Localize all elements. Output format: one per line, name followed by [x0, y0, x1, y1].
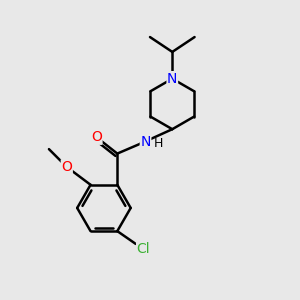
Text: O: O	[91, 130, 102, 144]
Text: Cl: Cl	[136, 242, 150, 256]
Text: H: H	[154, 137, 163, 150]
Text: N: N	[167, 72, 178, 86]
Text: O: O	[61, 160, 72, 174]
Text: N: N	[140, 135, 151, 149]
